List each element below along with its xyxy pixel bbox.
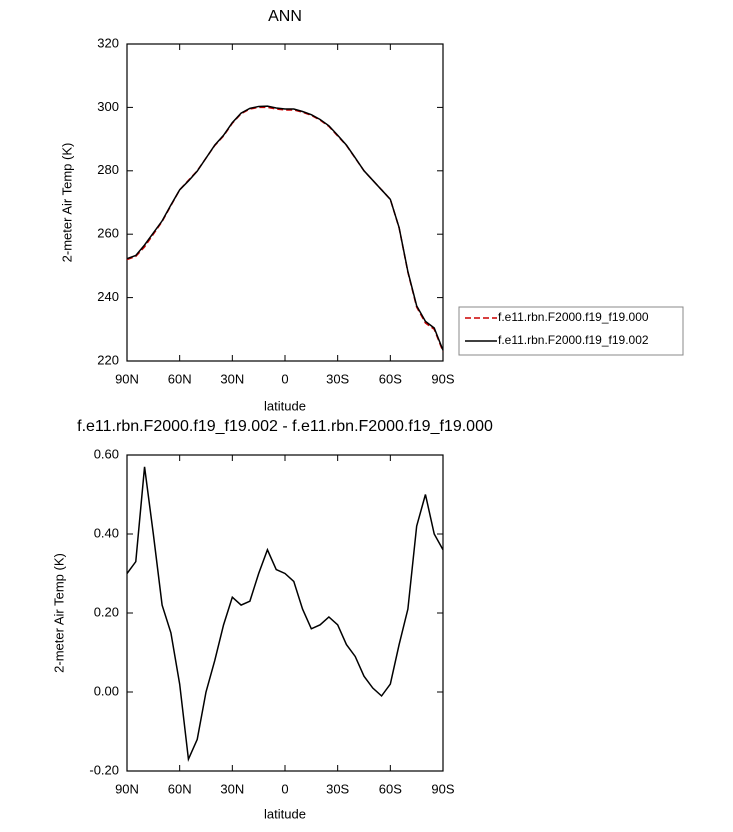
- y-tick-label: 280: [97, 162, 119, 177]
- x-tick-label: 60N: [168, 781, 192, 796]
- y-tick-label: 260: [97, 226, 119, 241]
- legend-box: [458, 306, 684, 356]
- data-line: [126, 466, 444, 762]
- data-line: [126, 105, 444, 351]
- chart-title: ANN: [268, 8, 302, 25]
- x-axis-label: latitude: [264, 806, 306, 821]
- x-tick-label: 60N: [168, 371, 192, 386]
- x-tick-label: 0: [281, 781, 288, 796]
- legend-label: f.e11.rbn.F2000.f19_f19.000: [498, 310, 649, 324]
- chart-title: f.e11.rbn.F2000.f19_f19.002 - f.e11.rbn.…: [77, 418, 493, 435]
- legend-label: f.e11.rbn.F2000.f19_f19.002: [498, 333, 649, 347]
- x-tick-label: 90S: [431, 371, 454, 386]
- x-axis-label: latitude: [264, 398, 306, 413]
- y-tick-label: 0.40: [94, 525, 119, 540]
- x-tick-label: 30N: [220, 781, 244, 796]
- x-tick-label: 60S: [379, 371, 402, 386]
- y-tick-label: 0.00: [94, 683, 119, 698]
- data-line: [126, 106, 444, 352]
- x-tick-label: 90S: [431, 781, 454, 796]
- y-axis-label: 2-meter Air Temp (K): [51, 553, 66, 673]
- y-tick-label: 0.20: [94, 604, 119, 619]
- plot-frame: [126, 43, 444, 362]
- plot-frame: [126, 454, 444, 772]
- y-tick-label: -0.20: [89, 762, 119, 777]
- x-tick-label: 30N: [220, 371, 244, 386]
- y-tick-label: 240: [97, 289, 119, 304]
- y-tick-label: 300: [97, 99, 119, 114]
- x-tick-label: 90N: [115, 371, 139, 386]
- x-tick-label: 0: [281, 371, 288, 386]
- x-tick-label: 30S: [326, 781, 349, 796]
- x-tick-label: 90N: [115, 781, 139, 796]
- y-tick-label: 220: [97, 352, 119, 367]
- x-tick-label: 60S: [379, 781, 402, 796]
- y-tick-label: 0.60: [94, 446, 119, 461]
- x-tick-label: 30S: [326, 371, 349, 386]
- y-tick-label: 320: [97, 35, 119, 50]
- y-axis-label: 2-meter Air Temp (K): [59, 143, 74, 263]
